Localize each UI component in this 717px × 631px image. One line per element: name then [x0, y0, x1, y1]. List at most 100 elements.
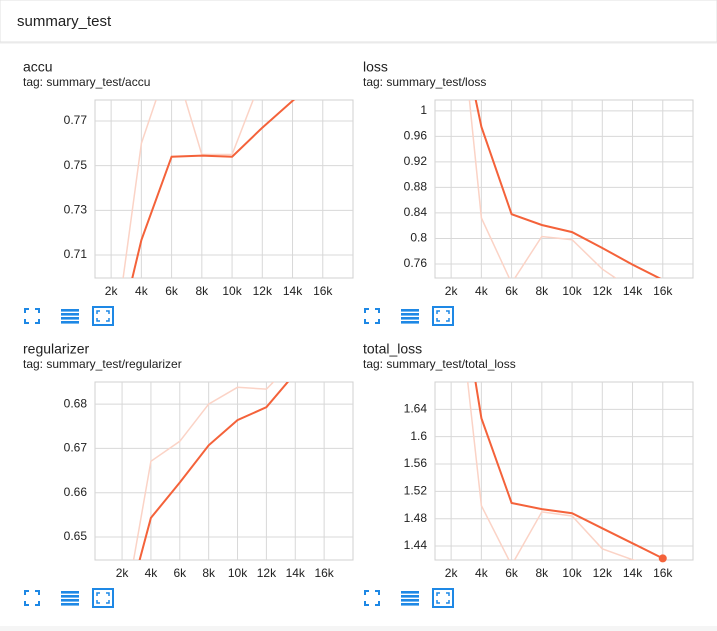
plot-area	[132, 382, 290, 560]
chart-title: accu	[23, 59, 53, 75]
fit-domain-button[interactable]	[92, 306, 114, 326]
data-table-button[interactable]	[401, 591, 419, 606]
chart-tag: tag: summary_test/accu	[23, 75, 150, 89]
fit-domain-button[interactable]	[432, 306, 454, 326]
x-tick-label: 10k	[228, 566, 248, 580]
x-tick-label: 4k	[145, 566, 159, 580]
series-line	[131, 100, 296, 278]
icon	[401, 595, 419, 598]
y-tick-label: 0.68	[64, 396, 88, 410]
fullscreen-button[interactable]	[24, 590, 40, 606]
y-tick-label: 1.44	[404, 538, 428, 552]
icon	[24, 308, 40, 324]
chart-tag: tag: summary_test/total_loss	[363, 357, 516, 371]
chart-title: total_loss	[363, 341, 422, 357]
y-tick-label: 0.92	[404, 154, 428, 168]
fullscreen-button[interactable]	[364, 308, 380, 324]
x-tick-label: 16k	[314, 566, 334, 580]
x-tick-label: 10k	[222, 284, 242, 298]
icon	[61, 313, 79, 316]
x-tick-label: 4k	[135, 284, 149, 298]
x-tick-label: 14k	[623, 566, 643, 580]
icon	[61, 321, 79, 324]
series-line	[474, 382, 664, 560]
x-tick-label: 8k	[535, 284, 549, 298]
x-tick-label: 12k	[253, 284, 273, 298]
icon	[432, 306, 454, 326]
icon	[401, 317, 419, 320]
icon	[401, 321, 419, 324]
chart-title: regularizer	[23, 341, 89, 357]
x-tick-label: 10k	[562, 566, 582, 580]
x-tick-label: 8k	[535, 566, 549, 580]
y-tick-label: 0.76	[404, 256, 428, 270]
x-tick-label: 2k	[105, 284, 119, 298]
y-tick-label: 0.66	[64, 485, 88, 499]
plot-frame	[434, 381, 694, 561]
x-tick-label: 8k	[202, 566, 216, 580]
x-tick-label: 14k	[286, 566, 306, 580]
y-tick-label: 1.64	[404, 402, 428, 416]
icon	[61, 591, 79, 594]
icon	[401, 603, 419, 606]
icon	[401, 309, 419, 312]
icon	[96, 310, 110, 322]
icon	[436, 310, 450, 322]
data-table-button[interactable]	[61, 591, 79, 606]
y-tick-label: 0.67	[64, 441, 88, 455]
series-line	[466, 382, 638, 560]
icon	[61, 317, 79, 320]
x-tick-label: 12k	[593, 284, 613, 298]
x-tick-label: 4k	[475, 284, 489, 298]
y-tick-label: 0.84	[404, 205, 428, 219]
y-tick-label: 1.52	[404, 484, 428, 498]
x-tick-label: 16k	[653, 284, 673, 298]
icon	[364, 590, 380, 606]
x-tick-label: 2k	[445, 284, 459, 298]
x-tick-label: 6k	[173, 566, 187, 580]
x-tick-label: 2k	[445, 566, 459, 580]
plot-area	[122, 100, 296, 278]
fullscreen-button[interactable]	[24, 308, 40, 324]
icon	[432, 588, 454, 608]
y-tick-label: 0.77	[64, 113, 88, 127]
icon	[61, 599, 79, 602]
data-table-button[interactable]	[61, 309, 79, 324]
x-tick-label: 6k	[505, 566, 519, 580]
icon	[61, 603, 79, 606]
icon	[61, 595, 79, 598]
x-tick-label: 6k	[165, 284, 179, 298]
x-tick-label: 6k	[505, 284, 519, 298]
plot-frame	[434, 99, 694, 279]
y-tick-label: 0.71	[64, 247, 88, 261]
x-tick-label: 12k	[257, 566, 277, 580]
series-line	[138, 382, 290, 560]
x-tick-label: 10k	[562, 284, 582, 298]
x-tick-label: 16k	[653, 566, 673, 580]
plot-area	[466, 382, 664, 560]
icon	[92, 588, 114, 608]
plot-frame	[94, 381, 354, 561]
y-tick-label: 0.88	[404, 180, 428, 194]
plot-frame	[94, 99, 354, 279]
fit-domain-button[interactable]	[92, 588, 114, 608]
last-point	[658, 554, 667, 563]
y-tick-label: 0.65	[64, 529, 88, 543]
icon	[364, 308, 380, 324]
x-tick-label: 4k	[475, 566, 489, 580]
x-tick-label: 16k	[313, 284, 333, 298]
fullscreen-button[interactable]	[364, 590, 380, 606]
x-tick-label: 14k	[283, 284, 303, 298]
y-tick-label: 0.73	[64, 203, 88, 217]
y-tick-label: 1	[420, 103, 427, 117]
x-tick-label: 2k	[116, 566, 130, 580]
icon	[96, 592, 110, 604]
icon	[401, 599, 419, 602]
plot-area	[468, 100, 662, 278]
data-table-button[interactable]	[401, 309, 419, 324]
fit-domain-button[interactable]	[432, 588, 454, 608]
series-line	[122, 100, 254, 278]
series-line	[468, 100, 617, 278]
